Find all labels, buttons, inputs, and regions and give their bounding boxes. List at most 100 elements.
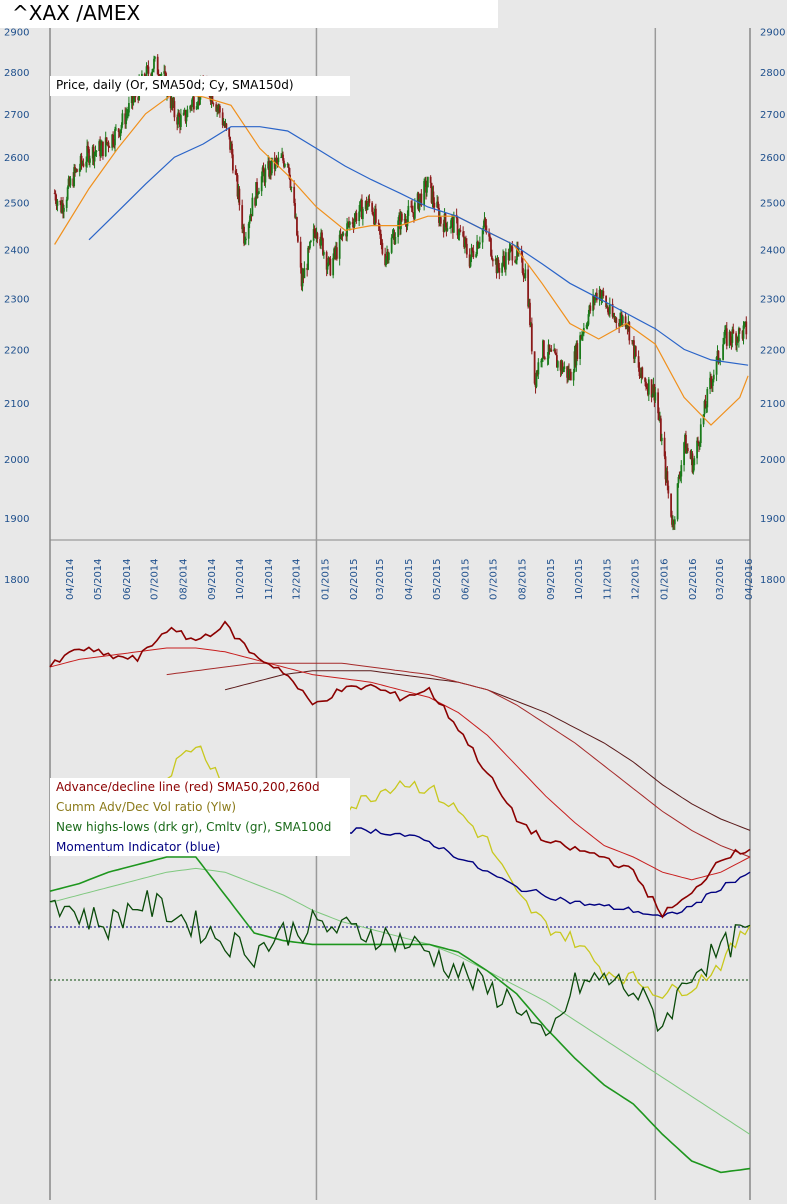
candle-body	[445, 222, 448, 231]
candle-body	[281, 154, 283, 158]
candle-body	[580, 335, 582, 340]
candle-body	[709, 377, 711, 390]
candle-body	[621, 316, 624, 324]
x-tick-08-2015: 08/2015	[517, 558, 528, 600]
x-tick-06-2015: 06/2015	[461, 558, 472, 600]
candle-body	[488, 232, 491, 237]
candle-body	[195, 106, 198, 110]
candle-body	[355, 213, 358, 222]
candle-body	[717, 350, 720, 362]
candle-body	[690, 453, 693, 459]
x-tick-10-2015: 10/2015	[574, 558, 585, 600]
candle-body	[705, 407, 708, 409]
candle-body	[269, 162, 271, 177]
candle-body	[641, 367, 644, 378]
candle-body	[723, 338, 725, 345]
candle-body	[436, 201, 439, 208]
candle-body	[413, 202, 416, 219]
candle-body	[666, 471, 669, 486]
candle-body	[605, 296, 608, 308]
candle-body	[131, 93, 134, 103]
y-tick-right-2100: 2100	[760, 399, 785, 410]
candle-body	[592, 295, 595, 311]
candle-body	[105, 137, 108, 144]
candle-body	[653, 384, 656, 401]
price-legend: Price, daily (Or, SMA50d; Cy, SMA150d)	[50, 76, 350, 96]
candle-body	[563, 366, 566, 370]
legend-ad-line: Advance/decline line (red) SMA50,200,260…	[56, 780, 320, 794]
candle-body	[339, 234, 342, 238]
candle-body	[704, 401, 707, 409]
candle-body	[533, 351, 536, 384]
y-tick-left-2600: 2600	[4, 153, 29, 164]
candle-body	[296, 235, 299, 242]
candle-body	[250, 214, 253, 217]
candle-body	[86, 145, 89, 162]
candle-body	[107, 142, 110, 147]
candle-body	[562, 369, 565, 372]
candle-body	[676, 483, 679, 520]
candle-body	[699, 424, 702, 444]
candle-body	[366, 205, 369, 210]
candle-body	[338, 234, 341, 259]
candle-body	[607, 312, 610, 315]
candle-body	[556, 361, 559, 368]
x-tick-12-2014: 12/2014	[292, 558, 303, 600]
candle-body	[177, 112, 180, 125]
y-tick-right-1900: 1900	[760, 514, 785, 525]
candle-body	[511, 246, 514, 261]
candle-body	[191, 99, 193, 108]
candle-body	[62, 203, 64, 212]
candle-body	[257, 191, 260, 194]
candle-body	[451, 217, 453, 221]
candle-body	[423, 181, 426, 206]
candle-body	[79, 155, 82, 169]
candle-body	[405, 224, 408, 227]
candle-body	[381, 242, 384, 254]
candle-body	[309, 241, 311, 249]
candle-body	[172, 101, 175, 106]
legend-vol-ratio: Cumm Adv/Dec Vol ratio (Ylw)	[56, 800, 237, 814]
candle-body	[732, 329, 735, 334]
candle-body	[102, 141, 104, 157]
candle-body	[163, 71, 166, 74]
candle-body	[658, 413, 660, 421]
candle-body	[737, 337, 739, 342]
candle-body	[619, 319, 621, 327]
candle-body	[399, 215, 401, 230]
candle-body	[509, 246, 512, 249]
candle-body	[522, 272, 525, 277]
candle-body	[340, 233, 343, 238]
candle-body	[620, 314, 623, 324]
candle-body	[638, 367, 641, 377]
candle-body	[72, 178, 75, 187]
candle-body	[230, 143, 232, 150]
candle-body	[322, 238, 324, 255]
candle-body	[439, 217, 442, 224]
candle-body	[672, 520, 675, 525]
candle-body	[698, 442, 700, 447]
candle-body	[485, 225, 488, 233]
candle-body	[470, 247, 473, 258]
candle-body	[595, 292, 598, 301]
candle-body	[256, 182, 258, 195]
candle-body	[568, 371, 571, 378]
candle-body	[412, 212, 414, 213]
candle-body	[80, 155, 83, 164]
candle-body	[231, 154, 234, 171]
candle-body	[373, 215, 375, 225]
candle-body	[431, 191, 434, 203]
candle-body	[267, 161, 270, 169]
candle-body	[270, 157, 273, 174]
candle-body	[387, 252, 390, 261]
candle-body	[652, 384, 655, 395]
candle-body	[613, 316, 616, 320]
candle-body	[458, 229, 461, 236]
x-tick-07-2014: 07/2014	[150, 558, 161, 600]
candle-body	[517, 246, 519, 253]
candle-body	[647, 379, 650, 395]
candle-body	[560, 362, 563, 371]
candle-body	[510, 246, 513, 248]
candle-body	[735, 333, 737, 346]
candle-body	[692, 465, 695, 473]
